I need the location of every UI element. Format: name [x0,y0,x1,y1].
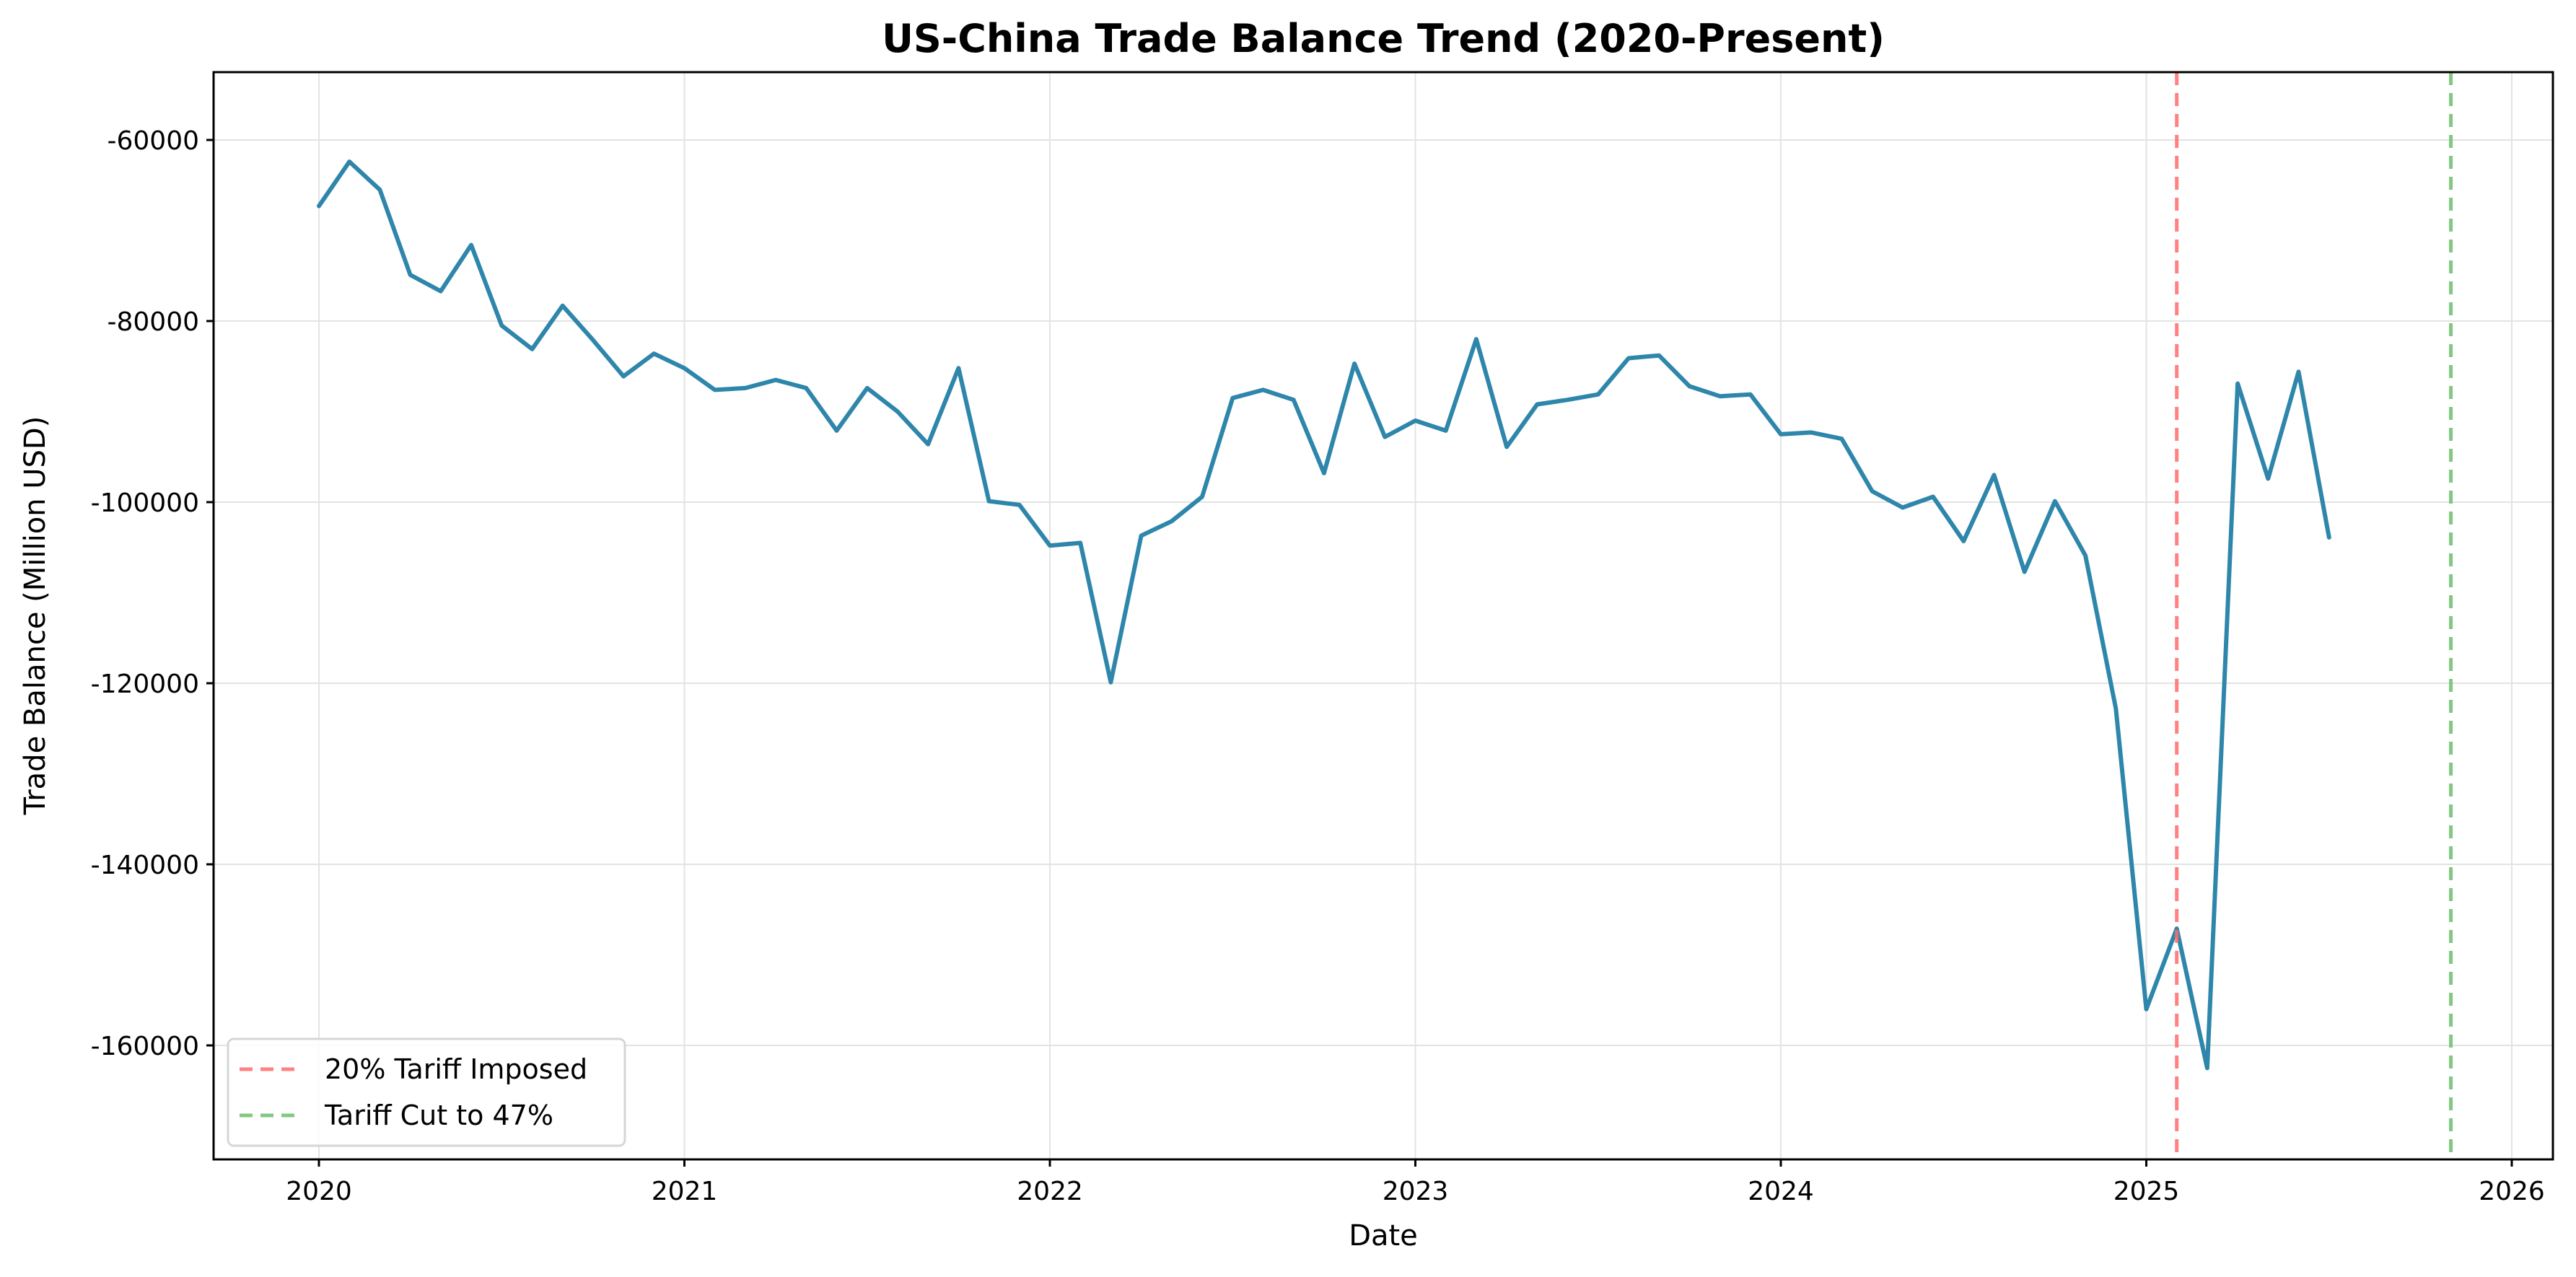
legend-label-tariff-cut: Tariff Cut to 47% [324,1100,553,1131]
x-tick-label: 2026 [2479,1177,2545,1206]
annotation-lines [2175,72,2453,1159]
x-tick-label: 2022 [1017,1177,1083,1206]
x-tick-label: 2021 [652,1177,718,1206]
y-axis-label: Trade Balance (Million USD) [19,416,52,816]
y-tick-label: -60000 [107,126,199,156]
legend-box [227,1037,626,1147]
x-tick-label: 2024 [1748,1177,1814,1206]
legend-label-tariff-imposed: 20% Tariff Imposed [325,1053,587,1085]
y-tick-label: -120000 [91,670,199,699]
chart-title: US-China Trade Balance Trend (2020-Prese… [882,16,1885,61]
trade-balance-line [317,159,2331,1071]
y-tick-label: -140000 [91,851,199,880]
y-tick-label: -100000 [91,488,199,518]
axes-frame [212,71,2554,1161]
x-tick-label: 2025 [2113,1177,2180,1206]
x-tick-label: 2020 [286,1177,352,1206]
x-tick-label: 2023 [1383,1177,1449,1206]
x-axis-label: Date [1349,1219,1418,1252]
y-tick-label: -80000 [107,307,199,337]
plot-area [214,72,2553,1159]
legend: 20% Tariff Imposed Tariff Cut to 47% [227,1037,626,1147]
x-axis-ticks: 2020 2021 2022 2023 2024 2025 2026 [286,1159,2545,1206]
y-tick-label: -160000 [91,1032,199,1061]
y-axis-ticks: -60000 -80000 -100000 -120000 -140000 -160000 [91,126,214,1061]
